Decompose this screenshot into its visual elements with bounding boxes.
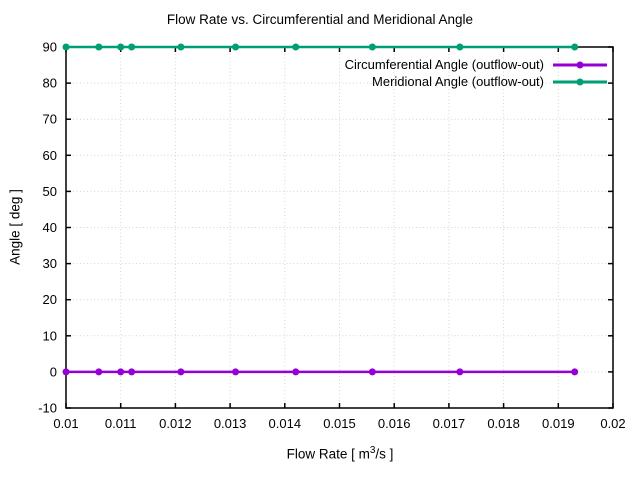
y-tick-label: 90	[43, 40, 57, 55]
y-axis-label: Angle [ deg ]	[7, 189, 23, 265]
x-axis-label: Flow Rate [ m3/s ]	[287, 445, 394, 462]
data-point	[95, 368, 103, 376]
data-point	[292, 43, 300, 51]
y-tick-label: 80	[43, 76, 57, 91]
legend-entry-meridional: Meridional Angle (outflow-out)	[345, 73, 608, 90]
x-axis-label-superscript: 3	[369, 445, 376, 456]
legend-sample-line-meridional	[553, 78, 607, 85]
x-tick-label: 0.017	[433, 416, 466, 431]
y-tick-label: 40	[43, 220, 57, 235]
data-point	[368, 368, 376, 376]
chart-title: Flow Rate vs. Circumferential and Meridi…	[166, 12, 474, 27]
y-tick-label: 70	[43, 112, 57, 127]
data-point	[128, 43, 136, 51]
legend-sample-line-circumferential	[553, 61, 607, 68]
legend-entry-circumferential: Circumferential Angle (outflow-out)	[345, 56, 608, 73]
data-point	[456, 368, 464, 376]
data-point	[232, 43, 240, 51]
data-point	[456, 43, 464, 51]
x-tick-label: 0.012	[159, 416, 192, 431]
data-point	[571, 43, 579, 51]
data-point	[292, 368, 300, 376]
legend-label-meridional: Meridional Angle (outflow-out)	[372, 74, 544, 89]
data-point	[177, 368, 185, 376]
data-point	[128, 368, 136, 376]
x-tick-label: 0.016	[378, 416, 411, 431]
data-point	[232, 368, 240, 376]
x-tick-label: 0.014	[269, 416, 302, 431]
x-tick-label: 0.018	[487, 416, 520, 431]
y-tick-label: 20	[43, 292, 57, 307]
data-point	[95, 43, 103, 51]
x-axis-label-suffix: /s ]	[375, 446, 394, 462]
x-axis-label-prefix: Flow Rate [ m	[286, 446, 370, 462]
legend-label-circumferential: Circumferential Angle (outflow-out)	[344, 57, 544, 72]
x-tick-label: 0.011	[105, 416, 137, 431]
y-tick-label: 30	[43, 256, 57, 271]
y-tick-label: -10	[38, 401, 57, 416]
x-tick-label: 0.02	[600, 416, 625, 431]
data-point	[62, 43, 70, 51]
data-point	[117, 43, 125, 51]
x-tick-label: 0.019	[542, 416, 575, 431]
legend: Circumferential Angle (outflow-out) Meri…	[345, 56, 608, 90]
data-point	[177, 43, 185, 51]
x-tick-label: 0.013	[214, 416, 247, 431]
y-tick-label: 10	[43, 328, 57, 343]
x-tick-label: 0.015	[323, 416, 356, 431]
y-tick-label: 50	[43, 184, 57, 199]
data-point	[117, 368, 125, 376]
data-point	[571, 368, 579, 376]
data-point	[62, 368, 70, 376]
data-point	[368, 43, 376, 51]
y-tick-label: 0	[50, 364, 57, 379]
x-tick-label: 0.01	[53, 416, 78, 431]
y-tick-label: 60	[43, 148, 57, 163]
